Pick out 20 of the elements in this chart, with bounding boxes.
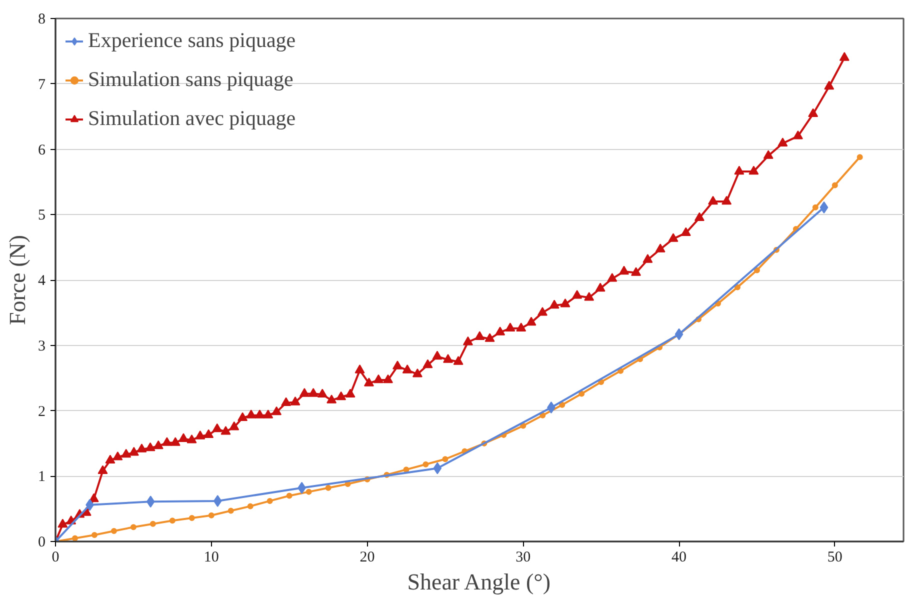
y-tick-label: 7 <box>38 76 46 93</box>
x-tick-label: 30 <box>516 550 531 566</box>
y-tick-label: 1 <box>38 469 46 486</box>
x-tick-label: 20 <box>360 550 375 566</box>
y-tick-label: 8 <box>38 12 46 28</box>
legend-label: Simulation avec piquage <box>88 106 296 131</box>
y-tick-label: 5 <box>38 208 46 224</box>
y-tick-label: 6 <box>38 142 46 158</box>
legend-label: Simulation sans piquage <box>88 67 294 92</box>
y-tick-label: 3 <box>38 338 46 354</box>
x-tick-label: 0 <box>52 550 60 566</box>
y-tick-label: 0 <box>38 534 46 550</box>
x-tick-label: 40 <box>672 550 687 566</box>
y-tick-label: 4 <box>38 273 46 289</box>
x-tick-label: 50 <box>827 550 842 566</box>
legend-label: Experience sans piquage <box>88 28 296 53</box>
y-axis-title: Force (N) <box>5 234 30 326</box>
x-axis-title: Shear Angle (°) <box>407 570 551 594</box>
y-tick-label: 2 <box>38 404 46 420</box>
x-tick-label: 10 <box>204 550 219 566</box>
